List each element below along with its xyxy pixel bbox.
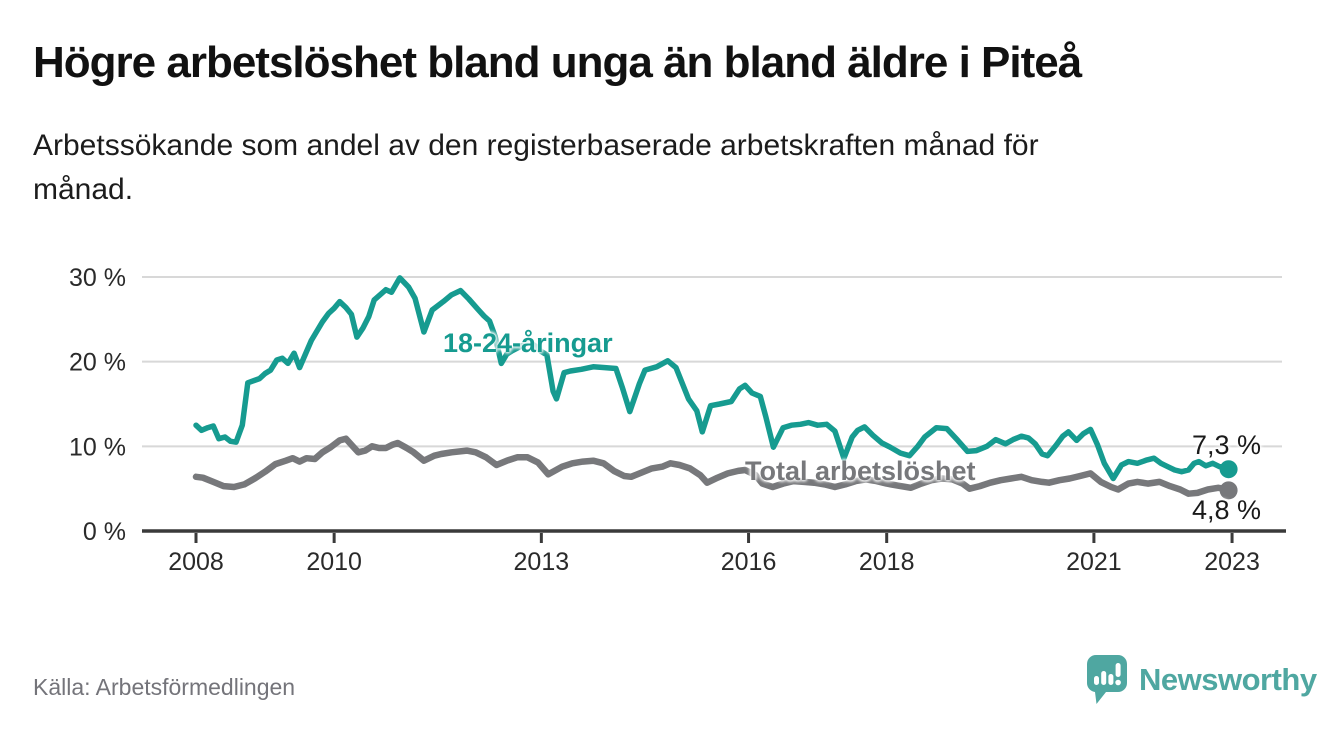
series-label-total: Total arbetslöshet bbox=[745, 456, 976, 486]
y-tick-label: 0 % bbox=[83, 518, 126, 546]
x-tick-label: 2016 bbox=[721, 548, 777, 576]
series-label-youth: 18-24-åringar bbox=[443, 328, 613, 358]
end-value-label-youth: 7,3 % bbox=[1192, 430, 1262, 460]
x-tick-label: 2021 bbox=[1066, 548, 1122, 576]
chart-subtitle: Arbetssökande som andel av den registerb… bbox=[33, 124, 1039, 212]
x-tick-label: 2013 bbox=[514, 548, 570, 576]
subtitle-line-2: månad. bbox=[33, 173, 134, 206]
series-line-total bbox=[192, 435, 1232, 497]
y-tick-label: 20 % bbox=[69, 349, 126, 377]
x-tick-label: 2023 bbox=[1204, 548, 1260, 576]
end-value-label-total: 4,8 % bbox=[1192, 495, 1262, 525]
page-title: Högre arbetslöshet bland unga än bland ä… bbox=[33, 38, 1082, 87]
series-line-youth bbox=[193, 275, 1232, 482]
source-note: Källa: Arbetsförmedlingen bbox=[33, 674, 296, 700]
end-dot-youth bbox=[1219, 460, 1238, 479]
speech-bubble-bar-chart-icon bbox=[1086, 655, 1127, 704]
newsworthy-logo: Newsworthy bbox=[1086, 654, 1317, 706]
newsworthy-logo-text: Newsworthy bbox=[1139, 662, 1317, 697]
subtitle-line-1: Arbetssökande som andel av den registerb… bbox=[33, 129, 1039, 162]
y-tick-label: 10 % bbox=[69, 433, 126, 461]
end-dot-total bbox=[1219, 481, 1238, 500]
x-tick-label: 2010 bbox=[306, 548, 362, 576]
x-tick-label: 2008 bbox=[168, 548, 224, 576]
y-tick-label: 30 % bbox=[69, 264, 126, 292]
x-tick-label: 2018 bbox=[859, 548, 915, 576]
